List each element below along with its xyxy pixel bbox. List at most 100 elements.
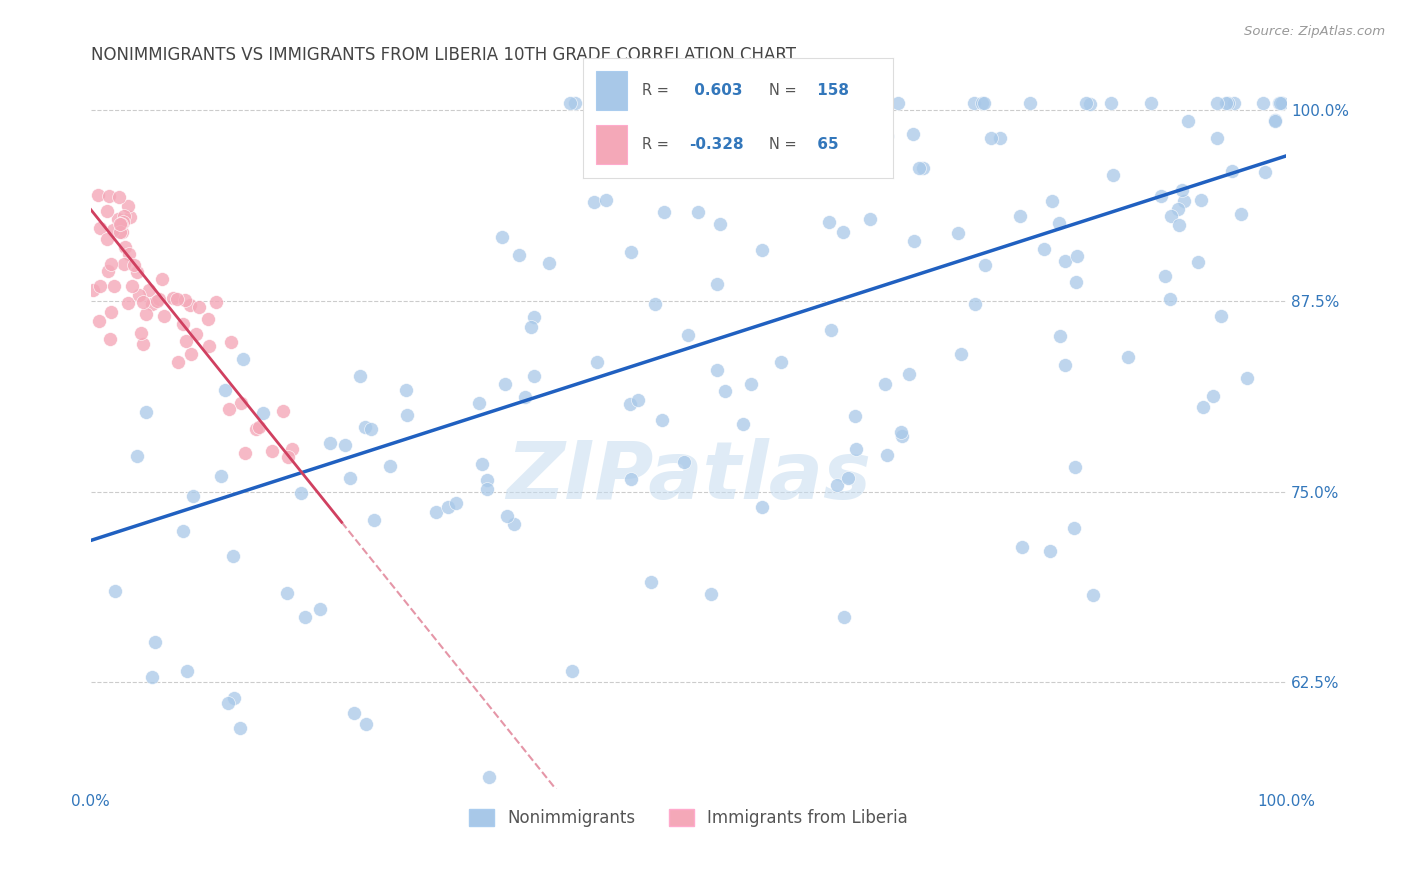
Point — [172, 524, 194, 538]
Point — [262, 444, 284, 458]
Point — [1099, 95, 1122, 110]
Point — [901, 127, 924, 141]
Point — [1160, 209, 1182, 223]
Point — [1267, 95, 1289, 110]
Point — [229, 396, 252, 410]
Point — [129, 326, 152, 340]
Point — [166, 293, 188, 307]
Point — [110, 217, 132, 231]
Point — [180, 347, 202, 361]
Point — [678, 328, 700, 343]
Point — [619, 397, 641, 411]
Point — [1268, 95, 1291, 110]
Point — [152, 309, 174, 323]
Point — [148, 293, 170, 307]
FancyBboxPatch shape — [596, 126, 627, 164]
Point — [845, 442, 868, 456]
Point — [281, 442, 304, 456]
Point — [181, 490, 204, 504]
Point — [103, 278, 125, 293]
Point — [1220, 164, 1243, 178]
Point — [475, 473, 498, 487]
Point — [523, 310, 546, 324]
Point — [620, 472, 643, 486]
Point — [96, 232, 118, 246]
Point — [141, 297, 163, 311]
Point — [965, 296, 987, 310]
Point — [360, 422, 382, 436]
Point — [112, 257, 135, 271]
Point — [112, 209, 135, 223]
Point — [1064, 275, 1087, 289]
Point — [108, 190, 131, 204]
Point — [1033, 243, 1056, 257]
Point — [100, 257, 122, 271]
Point — [135, 405, 157, 419]
Point — [949, 346, 972, 360]
Point — [1187, 255, 1209, 269]
Point — [117, 198, 139, 212]
Point — [988, 131, 1011, 145]
Point — [290, 486, 312, 500]
Point — [1064, 459, 1087, 474]
Text: ZIPatlas: ZIPatlas — [506, 438, 870, 516]
Point — [582, 194, 605, 209]
Point — [837, 471, 859, 485]
Point — [876, 129, 898, 144]
Point — [673, 455, 696, 469]
Point — [1063, 520, 1085, 534]
Point — [688, 205, 710, 219]
Point — [125, 265, 148, 279]
Text: 0.603: 0.603 — [689, 83, 742, 98]
Point — [1189, 193, 1212, 207]
Point — [141, 670, 163, 684]
Point — [844, 409, 866, 424]
Point — [1010, 209, 1032, 223]
Point — [820, 323, 842, 337]
Point — [751, 243, 773, 257]
Point — [114, 240, 136, 254]
Point — [973, 95, 995, 110]
Point — [1222, 95, 1244, 110]
Point — [1049, 329, 1071, 343]
Point — [769, 355, 792, 369]
Point — [859, 211, 882, 226]
Point — [477, 482, 499, 496]
Point — [1173, 194, 1195, 209]
Point — [503, 517, 526, 532]
Point — [110, 226, 132, 240]
Point — [478, 771, 501, 785]
Point — [135, 307, 157, 321]
Legend: Nonimmigrants, Immigrants from Liberia: Nonimmigrants, Immigrants from Liberia — [463, 803, 914, 834]
Point — [706, 277, 728, 291]
Point — [233, 446, 256, 460]
Point — [1153, 268, 1175, 283]
Point — [494, 376, 516, 391]
Text: 158: 158 — [813, 83, 849, 98]
Point — [887, 95, 910, 110]
Point — [179, 298, 201, 312]
Point — [222, 690, 245, 705]
Point — [627, 393, 650, 408]
Point — [564, 95, 586, 110]
Point — [1271, 95, 1294, 110]
Point — [118, 210, 141, 224]
Point — [318, 436, 340, 450]
Point — [252, 406, 274, 420]
Point — [118, 247, 141, 261]
Point — [277, 450, 299, 464]
Point — [1253, 165, 1275, 179]
Point — [1019, 95, 1042, 110]
Point — [162, 291, 184, 305]
Point — [197, 311, 219, 326]
Text: N =: N = — [769, 137, 797, 153]
Point — [342, 706, 364, 720]
Point — [1206, 131, 1229, 145]
Point — [87, 314, 110, 328]
Point — [103, 583, 125, 598]
Point — [97, 189, 120, 203]
FancyBboxPatch shape — [596, 71, 627, 110]
Point — [1101, 168, 1123, 182]
Point — [751, 500, 773, 514]
Point — [167, 355, 190, 369]
